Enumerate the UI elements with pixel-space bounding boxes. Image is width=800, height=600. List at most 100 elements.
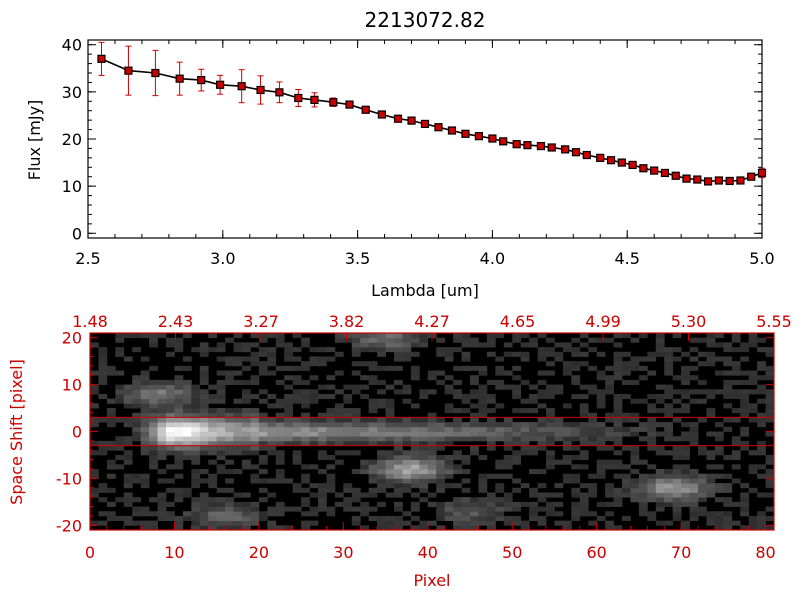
image-pixel [360, 459, 370, 465]
image-pixel [250, 506, 260, 512]
image-pixel [267, 511, 277, 517]
image-pixel [537, 506, 547, 512]
image-pixel [419, 464, 429, 470]
image-pixel [216, 426, 226, 432]
image-x-tick-label: 40 [418, 543, 438, 562]
image-pixel [318, 361, 327, 367]
image-pixel [191, 473, 201, 479]
image-pixel [672, 356, 682, 362]
image-pixel [681, 365, 690, 371]
image-pixel [453, 379, 462, 385]
image-pixel [470, 365, 479, 371]
image-pixel [199, 417, 209, 423]
image-pixel [664, 422, 674, 428]
image-pixel [410, 333, 420, 339]
image-pixel [250, 520, 260, 526]
image-pixel [275, 403, 285, 409]
image-pixel [292, 487, 302, 493]
image-pixel [765, 454, 775, 461]
image-pixel [647, 426, 657, 432]
image-pixel [275, 379, 285, 385]
image-pixel [174, 342, 184, 348]
image-pixel [605, 384, 614, 390]
image-pixel [495, 370, 505, 376]
image-pixel [520, 483, 530, 489]
image-pixel [562, 478, 572, 484]
image-pixel [647, 487, 657, 493]
image-pixel [638, 492, 648, 498]
image-pixel [216, 389, 226, 395]
image-pixel [351, 351, 361, 357]
image-pixel [689, 501, 699, 507]
image-pixel [410, 492, 420, 498]
image-pixel [512, 393, 522, 400]
image-pixel [453, 520, 462, 526]
image-pixel [149, 333, 158, 339]
image-pixel [394, 347, 403, 353]
image-pixel [394, 454, 403, 461]
image-pixel [132, 426, 142, 432]
image-pixel [427, 469, 437, 475]
image-pixel [157, 440, 167, 446]
image-pixel [765, 478, 775, 484]
image-pixel [140, 445, 150, 451]
image-pixel [503, 454, 513, 461]
image-pixel [588, 487, 598, 493]
image-pixel [495, 515, 505, 522]
image-pixel [140, 431, 150, 437]
image-pixel [706, 478, 716, 484]
image-pixel [191, 445, 201, 451]
spectral-image-y-axis-label: Space Shift [pixel] [7, 359, 26, 505]
image-pixel [182, 398, 192, 404]
image-pixel [613, 403, 623, 409]
image-pixel [554, 417, 564, 423]
image-pixel [123, 473, 133, 479]
image-pixel [444, 436, 454, 442]
image-pixel [765, 370, 775, 376]
image-pixel [546, 389, 555, 395]
image-pixel [765, 473, 775, 479]
image-pixel [681, 375, 690, 381]
image-pixel [647, 511, 657, 517]
image-pixel [368, 431, 378, 437]
image-pixel [106, 445, 116, 451]
image-pixel [419, 459, 429, 465]
image-pixel [394, 337, 403, 343]
image-pixel [410, 478, 420, 484]
image-pixel [731, 478, 741, 484]
image-pixel [98, 445, 108, 451]
image-pixel [326, 384, 336, 390]
image-pixel [242, 520, 251, 526]
image-pixel [326, 393, 336, 400]
image-pixel [275, 431, 285, 437]
image-pixel [326, 487, 336, 493]
image-pixel [689, 492, 699, 498]
image-pixel [360, 375, 370, 381]
image-pixel [571, 454, 581, 461]
image-pixel [664, 393, 674, 400]
image-pixel [613, 497, 623, 503]
image-pixel [225, 431, 234, 437]
image-pixel [309, 389, 319, 395]
image-pixel [427, 440, 437, 446]
image-pixel [191, 403, 201, 409]
image-pixel [216, 501, 226, 507]
image-pixel [191, 520, 201, 526]
image-pixel [351, 520, 361, 526]
image-pixel [478, 389, 488, 395]
image-pixel [208, 511, 218, 517]
image-pixel [216, 464, 226, 470]
image-pixel [571, 365, 581, 371]
image-pixel [630, 398, 640, 404]
image-pixel [571, 506, 581, 512]
image-pixel [225, 436, 234, 442]
image-pixel [571, 431, 581, 437]
data-point [329, 98, 338, 107]
image-pixel [199, 342, 209, 348]
image-pixel [208, 506, 218, 512]
image-pixel [123, 356, 133, 362]
image-pixel [478, 473, 488, 479]
image-pixel [123, 478, 133, 484]
data-point [474, 132, 484, 141]
image-pixel [182, 515, 192, 522]
